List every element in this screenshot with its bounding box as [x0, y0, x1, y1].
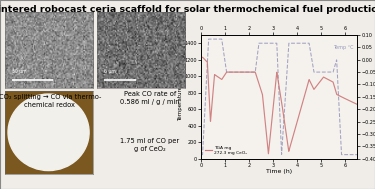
Text: Peak CO rate of
0.586 ml / g / min: Peak CO rate of 0.586 ml / g / min: [120, 91, 180, 105]
X-axis label: Time (h): Time (h): [266, 169, 292, 174]
Y-axis label: Temperature (°C): Temperature (°C): [178, 73, 183, 121]
Circle shape: [8, 94, 89, 170]
Text: Sintered robocast ceria scaffold for solar thermochemical fuel production: Sintered robocast ceria scaffold for sol…: [0, 5, 375, 14]
Text: CO₂ splitting → CO via thermo-
chemical redox: CO₂ splitting → CO via thermo- chemical …: [0, 94, 101, 108]
Text: 30 μm: 30 μm: [12, 69, 26, 74]
Legend: TGA mg
272.3 mg CeO₂: TGA mg 272.3 mg CeO₂: [204, 144, 249, 156]
Text: Temp °C: Temp °C: [333, 45, 354, 50]
Text: 1.75 ml of CO per
g of CeO₂: 1.75 ml of CO per g of CeO₂: [120, 138, 180, 152]
Text: 6 μm: 6 μm: [104, 69, 116, 74]
